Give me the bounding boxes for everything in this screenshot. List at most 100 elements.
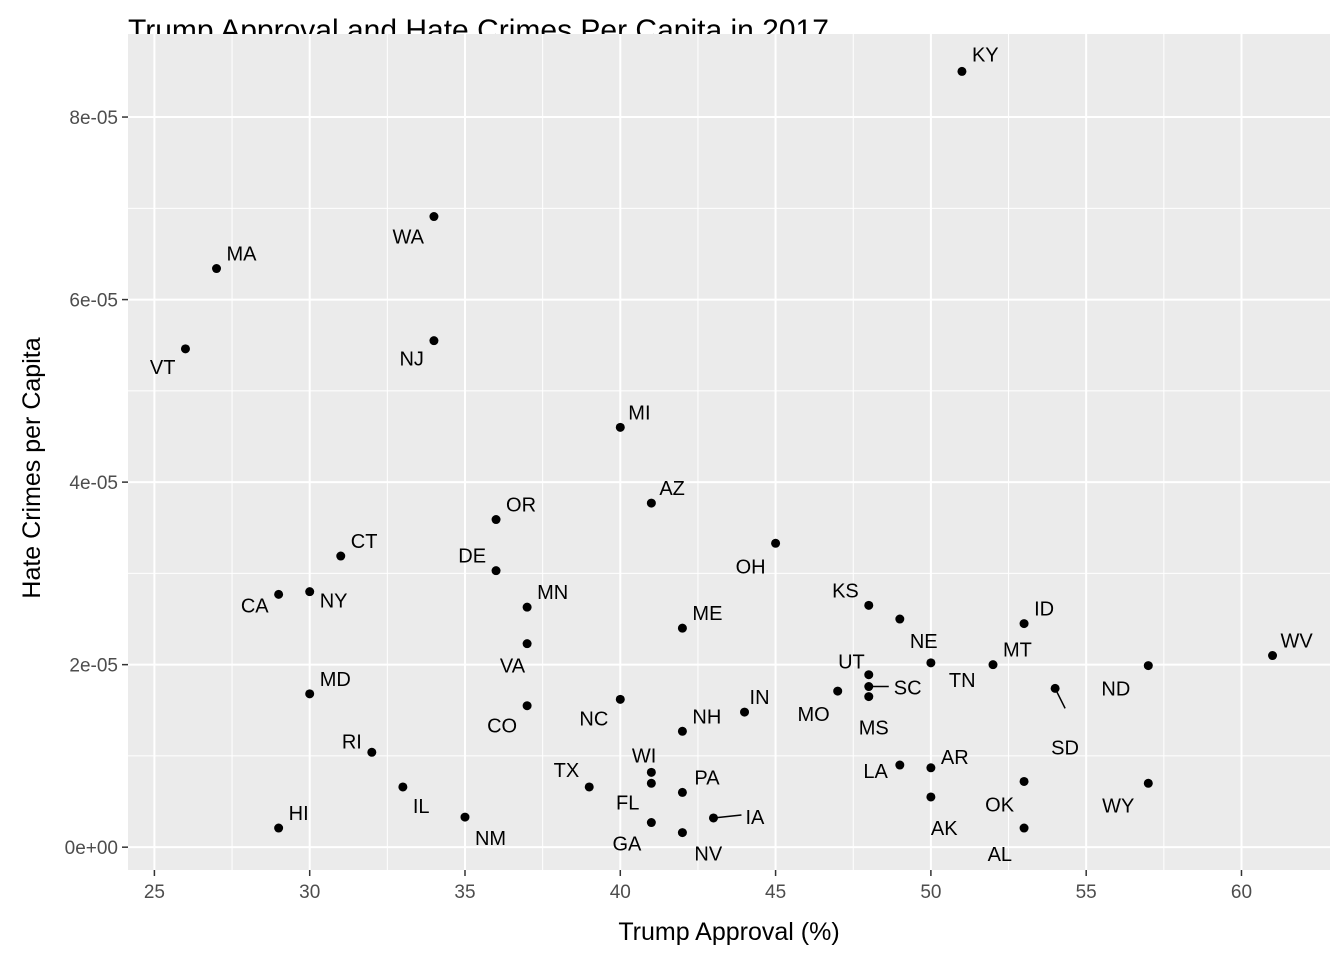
scatter-point xyxy=(491,566,501,576)
point-label: RI xyxy=(342,731,362,753)
scatter-point xyxy=(1143,778,1153,788)
point-label: IL xyxy=(413,796,430,818)
point-label: WV xyxy=(1281,631,1314,653)
point-label: VT xyxy=(150,357,176,379)
point-label: PA xyxy=(694,767,720,789)
x-tick-label: 55 xyxy=(1076,882,1097,903)
point-labels: KY WA MA NJ VT MI AZ OR OH CT DE NY CA KS MN NE ID ME VA WV… xyxy=(150,44,1314,866)
point-label: CT xyxy=(351,531,378,553)
point-label: OH xyxy=(736,556,766,578)
scatter-point xyxy=(646,767,656,777)
scatter-point xyxy=(864,670,874,680)
point-label: MI xyxy=(628,402,650,424)
scatter-point xyxy=(864,682,874,692)
scatter-point xyxy=(957,66,967,76)
point-label: CO xyxy=(487,716,517,738)
scatter-point xyxy=(740,707,750,717)
x-tick-label: 30 xyxy=(299,882,320,903)
x-tick-label: 60 xyxy=(1231,882,1252,903)
y-tick-label: 0e+00 xyxy=(65,838,118,859)
scatter-point xyxy=(895,760,905,770)
scatter-point xyxy=(677,787,687,797)
point-label: HI xyxy=(289,803,309,825)
scatter-point xyxy=(398,782,408,792)
y-axis-title: Hate Crimes per Capita xyxy=(18,337,46,598)
scatter-point xyxy=(1143,661,1153,671)
point-label: KS xyxy=(832,580,859,602)
point-label: SD xyxy=(1051,737,1079,759)
point-label: LA xyxy=(863,761,888,783)
point-label: MD xyxy=(320,669,351,691)
x-axis-title: Trump Approval (%) xyxy=(618,918,839,946)
point-label: MO xyxy=(797,704,829,726)
scatter-point xyxy=(677,726,687,736)
scatter-point xyxy=(584,782,594,792)
major-gridlines xyxy=(128,34,1330,870)
point-label: VA xyxy=(500,656,526,678)
scatter-point xyxy=(864,600,874,610)
point-label: OR xyxy=(506,495,536,517)
scatter-point xyxy=(708,813,718,823)
scatter-point xyxy=(180,344,190,354)
point-label: TX xyxy=(554,760,580,782)
point-label: MS xyxy=(859,718,889,740)
scatter-point xyxy=(1019,619,1029,629)
scatter-point xyxy=(615,422,625,432)
scatter-point xyxy=(1050,683,1060,693)
scatter-point xyxy=(864,692,874,702)
point-label: MN xyxy=(537,582,568,604)
point-label: WY xyxy=(1102,795,1134,817)
scatter-point xyxy=(1019,823,1029,833)
y-tick-label: 4e-05 xyxy=(69,473,118,494)
y-axis: 0e+00 2e-05 4e-05 6e-05 8e-05 xyxy=(65,108,128,859)
scatter-point xyxy=(305,689,315,699)
scatter-point xyxy=(460,812,470,822)
scatter-point xyxy=(367,747,377,757)
scatter-point xyxy=(522,639,532,649)
scatter-point xyxy=(274,823,284,833)
point-label: AL xyxy=(988,844,1012,866)
point-label: AK xyxy=(931,818,958,840)
point-label: NE xyxy=(910,631,938,653)
minor-gridlines xyxy=(128,34,1330,870)
scatter-point xyxy=(491,515,501,525)
scatter-point xyxy=(646,778,656,788)
point-label: NM xyxy=(475,828,506,850)
scatter-point xyxy=(522,701,532,711)
point-label: SC xyxy=(894,678,922,700)
scatter-point xyxy=(646,498,656,508)
scatter-point xyxy=(429,212,439,222)
scatter-point xyxy=(336,551,346,561)
x-tick-label: 50 xyxy=(920,882,941,903)
data-points xyxy=(180,66,1278,838)
point-label: CA xyxy=(241,595,269,617)
point-label: GA xyxy=(612,834,642,856)
point-label: WA xyxy=(392,227,424,249)
x-tick-label: 45 xyxy=(765,882,786,903)
point-label: AZ xyxy=(659,478,685,500)
point-label: DE xyxy=(458,546,486,568)
scatter-point xyxy=(926,658,936,668)
point-label: MT xyxy=(1003,640,1032,662)
scatter-point xyxy=(926,763,936,773)
point-label: NJ xyxy=(399,349,423,371)
scatter-point xyxy=(677,623,687,633)
scatter-point xyxy=(305,587,315,597)
scatter-point xyxy=(895,614,905,624)
scatter-point xyxy=(988,660,998,670)
x-tick-label: 25 xyxy=(144,882,165,903)
scatter-point xyxy=(429,336,439,346)
point-label: IA xyxy=(745,807,765,829)
scatter-point xyxy=(1268,651,1278,661)
scatter-point xyxy=(615,694,625,704)
scatter-point xyxy=(646,818,656,828)
plot-panel xyxy=(128,34,1330,870)
point-label: KY xyxy=(972,44,999,66)
point-label: NC xyxy=(579,708,608,730)
point-label: WI xyxy=(632,745,656,767)
point-label: TN xyxy=(949,670,976,692)
scatter-point xyxy=(771,538,781,548)
point-label: OK xyxy=(985,794,1015,816)
